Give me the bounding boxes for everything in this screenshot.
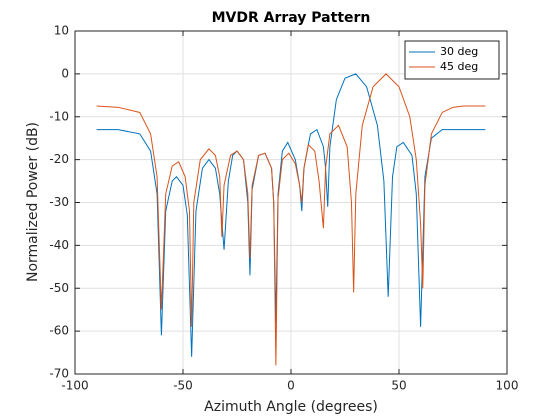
y-tick-label: -20 bbox=[49, 152, 69, 166]
y-tick-label: -70 bbox=[49, 367, 69, 381]
y-tick-label: -60 bbox=[49, 324, 69, 338]
y-tick-label: -30 bbox=[49, 195, 69, 209]
y-tick-label: -50 bbox=[49, 281, 69, 295]
legend-label: 45 deg bbox=[440, 60, 478, 73]
x-tick-label: -100 bbox=[61, 379, 88, 393]
x-axis-label: Azimuth Angle (degrees) bbox=[204, 399, 378, 415]
chart-title: MVDR Array Pattern bbox=[212, 10, 371, 26]
y-tick-label: -10 bbox=[49, 109, 69, 123]
y-tick-label: 0 bbox=[61, 66, 69, 80]
y-tick-label: 10 bbox=[54, 24, 69, 38]
y-axis-label: Normalized Power (dB) bbox=[25, 122, 41, 282]
axes-box bbox=[74, 30, 508, 375]
x-tick-label: 100 bbox=[496, 379, 519, 393]
legend-box bbox=[404, 40, 500, 80]
legend-label: 30 deg bbox=[440, 45, 478, 58]
x-tick-label: -50 bbox=[173, 379, 193, 393]
series-line bbox=[96, 73, 486, 366]
x-tick-label: 50 bbox=[391, 379, 406, 393]
y-tick-label: -40 bbox=[49, 238, 69, 252]
x-tick-label: 0 bbox=[287, 379, 295, 393]
